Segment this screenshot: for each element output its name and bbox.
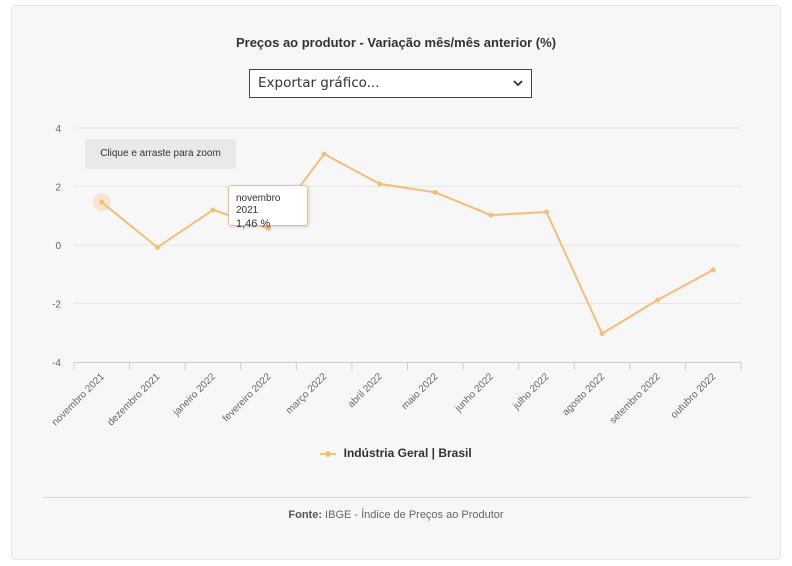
- data-point-11: [710, 267, 716, 273]
- data-point-0: [99, 199, 105, 205]
- source-label: Fonte:: [288, 509, 322, 521]
- x-tick-label-9: agosto 2022: [560, 371, 607, 418]
- x-tick-label-7: junho 2022: [453, 371, 497, 415]
- x-tick-label-3: fevereiro 2022: [221, 371, 274, 424]
- y-tick-label-3: -2: [52, 300, 61, 311]
- series-line-0: [101, 153, 714, 335]
- data-point-2: [210, 207, 216, 213]
- tooltip-date: novembro 2021: [236, 193, 281, 216]
- x-tick-label-2: janeiro 2022: [171, 371, 219, 419]
- tooltip-value: 1,46 %: [236, 218, 271, 230]
- y-tick-label-4: -4: [52, 358, 61, 369]
- data-point-4: [321, 151, 327, 157]
- footer-divider: [43, 497, 750, 498]
- source-note: Fonte: IBGE - Índice de Preços ao Produt…: [0, 509, 792, 521]
- data-point-9: [599, 331, 605, 337]
- chevron-down-icon: [513, 80, 523, 87]
- x-tick-label-6: maio 2022: [400, 371, 441, 412]
- data-point-6: [432, 189, 438, 195]
- x-tick-label-8: julho 2022: [510, 371, 551, 412]
- export-select-value: Exportar gráfico...: [258, 75, 380, 91]
- legend-line-marker-icon: [320, 450, 337, 458]
- data-point-5: [377, 181, 383, 187]
- zoom-hint-label[interactable]: Clique e arraste para zoom: [85, 139, 236, 169]
- data-tooltip: novembro 2021 1,46 %: [228, 185, 308, 230]
- y-tick-label-0: 4: [55, 124, 61, 135]
- x-tick-label-5: abril 2022: [346, 371, 385, 410]
- x-tick-label-4: março 2022: [284, 371, 329, 416]
- y-tick-label-1: 2: [55, 183, 61, 194]
- y-tick-label-2: 0: [55, 241, 61, 252]
- export-chart-select[interactable]: Exportar gráfico...: [249, 69, 532, 98]
- data-point-10: [655, 297, 661, 303]
- legend-item[interactable]: Indústria Geral | Brasil: [0, 446, 792, 460]
- data-point-7: [488, 212, 494, 218]
- source-text: IBGE - Índice de Preços ao Produtor: [322, 509, 504, 521]
- data-point-3: [266, 225, 272, 231]
- x-tick-label-10: setembro 2022: [608, 371, 663, 426]
- chart-title: Preços ao produtor - Variação mês/mês an…: [235, 35, 557, 50]
- legend-label: Indústria Geral | Brasil: [343, 446, 472, 460]
- data-point-1: [154, 244, 160, 250]
- x-tick-label-11: outubro 2022: [669, 371, 719, 421]
- x-tick-label-1: dezembro 2021: [106, 371, 163, 428]
- data-point-8: [543, 209, 549, 215]
- x-tick-label-0: novembro 2021: [50, 371, 107, 428]
